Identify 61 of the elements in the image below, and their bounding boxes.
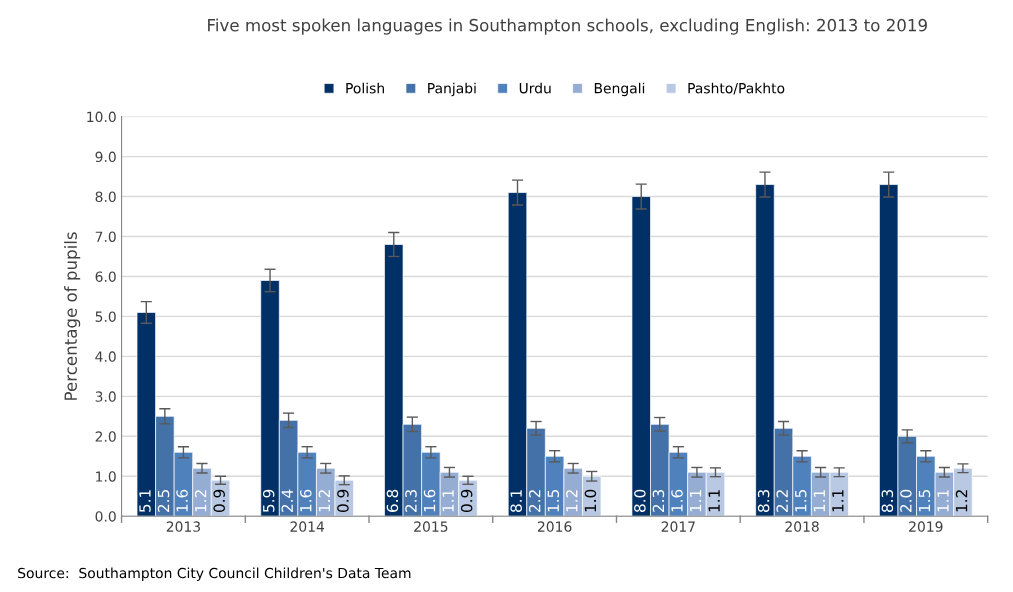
- y-tick-label: 10.0: [87, 111, 116, 123]
- y-tick-label: 8.0: [95, 191, 116, 203]
- y-tick-label: 9.0: [95, 151, 116, 163]
- data-label: 1.1: [689, 490, 702, 512]
- data-label: 1.6: [423, 489, 436, 512]
- data-label: 1.6: [671, 489, 683, 512]
- y-tick-label: 6.0: [95, 271, 116, 282]
- legend-label: Pashto/Pakhto: [688, 82, 785, 95]
- y-tick-label: 0.0: [95, 511, 116, 522]
- x-tick-label: 2016: [537, 521, 572, 532]
- x-tick-label: 2015: [414, 521, 448, 532]
- data-label: 1.6: [176, 489, 188, 512]
- legend-label: Bengali: [594, 82, 645, 97]
- data-label: 2.5: [157, 490, 170, 512]
- data-label: 2.3: [405, 489, 417, 512]
- data-label: 1.1: [708, 490, 720, 512]
- y-axis-title: Percentage of pupils: [64, 232, 81, 400]
- legend-label: Urdu: [519, 82, 551, 94]
- data-label: 1.5: [918, 490, 931, 512]
- data-label: 2.3: [652, 489, 665, 512]
- data-label: 2.0: [900, 489, 912, 512]
- data-label: 1.2: [566, 490, 578, 512]
- y-tick-label: 2.0: [95, 431, 116, 442]
- data-label: 8.0: [634, 489, 646, 512]
- data-label: 1.5: [795, 490, 807, 512]
- y-tick-label: 7.0: [95, 231, 116, 242]
- data-label: 0.9: [460, 489, 473, 513]
- data-label: 1.2: [955, 490, 968, 512]
- data-label: 8.3: [881, 489, 894, 512]
- data-label: 2.2: [776, 490, 788, 512]
- y-tick-label: 5.0: [95, 311, 116, 322]
- source-note: Source: Southampton City Council Children's Data Team: [18, 567, 411, 581]
- x-tick-label: 2019: [909, 521, 943, 532]
- data-label: 5.9: [262, 489, 275, 512]
- data-label: 1.1: [442, 490, 454, 512]
- x-tick-label: 2017: [661, 521, 695, 532]
- data-label: 1.6: [300, 489, 312, 512]
- legend-label: Polish: [346, 82, 384, 94]
- data-label: 0.9: [337, 489, 349, 513]
- data-label: 1.1: [937, 490, 949, 512]
- data-label: 1.5: [547, 490, 560, 512]
- data-label: 6.8: [386, 489, 399, 512]
- data-label: 1.1: [832, 490, 844, 512]
- x-tick-label: 2014: [290, 521, 325, 532]
- x-tick-label: 2018: [785, 521, 819, 532]
- y-tick-label: 1.0: [96, 471, 116, 482]
- data-label: 2.4: [281, 489, 293, 512]
- data-label: 1.2: [194, 490, 207, 512]
- data-label: 1.1: [813, 490, 825, 512]
- x-tick-label: 2013: [166, 521, 200, 532]
- data-label: 1.0: [584, 489, 597, 512]
- data-label: 2.2: [528, 490, 541, 512]
- legend-label: Panjabi: [428, 82, 476, 97]
- data-label: 5.1: [139, 490, 151, 512]
- data-label: 8.3: [757, 489, 770, 512]
- data-label: 1.2: [318, 490, 330, 512]
- y-tick-label: 3.0: [95, 391, 116, 402]
- data-label: 0.9: [213, 489, 225, 513]
- y-tick-label: 4.0: [95, 351, 116, 362]
- chart-title: Five most spoken languages in Southampton schools, excluding English: 2013 to 2019: [208, 18, 927, 35]
- data-label: 8.1: [510, 490, 522, 512]
